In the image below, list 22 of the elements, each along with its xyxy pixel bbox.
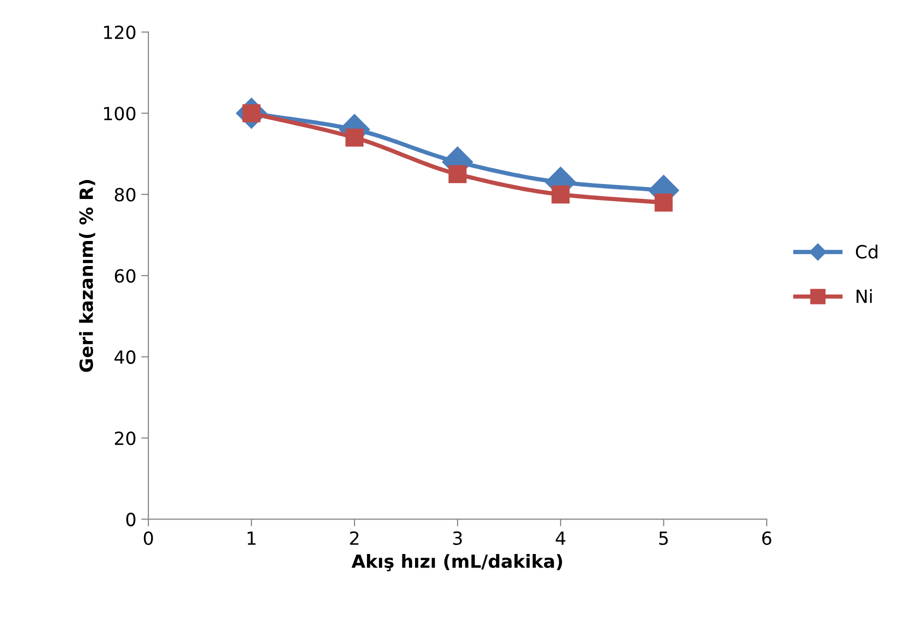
y-tick-label: 80 — [114, 188, 136, 202]
x-tick-label: 2 — [350, 531, 358, 545]
x-axis-title: Akış hızı (mL/dakika) — [352, 554, 562, 572]
y-tick-label: 60 — [114, 269, 136, 283]
point — [448, 165, 467, 184]
point — [654, 194, 673, 212]
x-tick-label: 1 — [248, 532, 256, 545]
legend-label: Cd — [856, 244, 878, 259]
y-tick-label: 40 — [114, 350, 136, 364]
x-tick-label: 3 — [453, 531, 462, 545]
x-tick-label: 5 — [659, 532, 668, 545]
y-axis-title: Geri kazanım( % R) — [79, 180, 96, 372]
point — [552, 185, 570, 204]
legend-label: Ni — [856, 289, 872, 303]
point — [345, 128, 364, 147]
y-tick-label: 20 — [114, 431, 136, 446]
x-tick-label: 4 — [556, 532, 566, 545]
y-tick-label: 0 — [126, 512, 136, 526]
x-tick-label: 0 — [144, 531, 153, 545]
y-tick-label: 100 — [104, 106, 136, 120]
y-tick-label: 120 — [104, 26, 136, 40]
x-tick-label: 6 — [762, 531, 772, 545]
